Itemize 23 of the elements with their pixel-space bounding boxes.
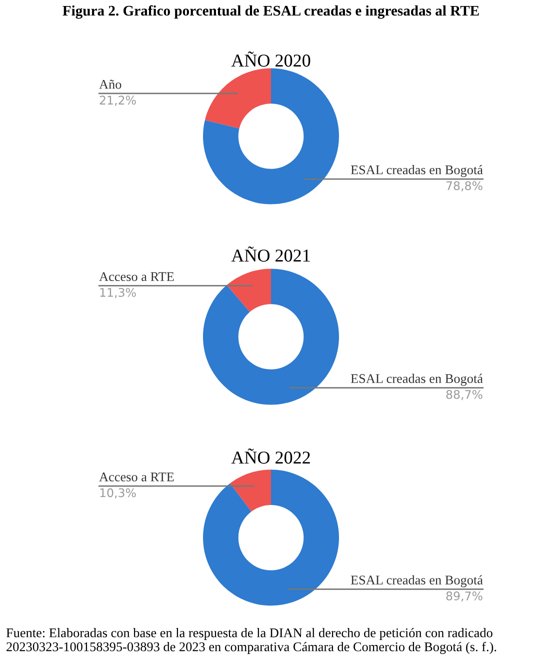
data-label: 11,3% — [100, 288, 136, 298]
chart-title: AÑO 2022 — [231, 448, 310, 464]
slice-label: Acceso a RTE — [99, 472, 174, 482]
chart-title: AÑO 2021 — [231, 246, 310, 262]
data-label: 89,7% — [446, 591, 482, 602]
data-label: 88,7% — [446, 390, 482, 400]
donut-slice — [204, 68, 271, 129]
chart-title: AÑO 2020 — [231, 51, 310, 67]
text: Figura 2. Grafico porcentual de ESAL creadas e ingresadas al RTE — [62, 5, 479, 19]
slice-label: Acceso a RTE — [99, 272, 174, 282]
data-label: 21,2% — [100, 96, 136, 106]
data-label: 78,8% — [446, 181, 482, 192]
donut-slice — [230, 470, 271, 512]
slice-label: ESAL creadas en Bogotá — [350, 374, 483, 386]
donut-slice — [203, 268, 339, 405]
slice-label: Año — [99, 80, 122, 89]
slice-label: ESAL creadas en Bogotá — [350, 575, 483, 588]
data-label: 10,3% — [100, 488, 136, 498]
slice-label: ESAL creadas en Bogotá — [350, 165, 483, 178]
donut-slice — [226, 268, 271, 312]
donut-slice — [203, 470, 339, 606]
source-note: Fuente: Elaboradas con base en la respuesta de la DIAN al derecho de petición con radicado 20230323-100158395-03893 de 2023 en comparativa Cámara de Comercio de Bogotá (s. f.). — [6, 628, 496, 654]
donut-slice — [203, 68, 339, 204]
